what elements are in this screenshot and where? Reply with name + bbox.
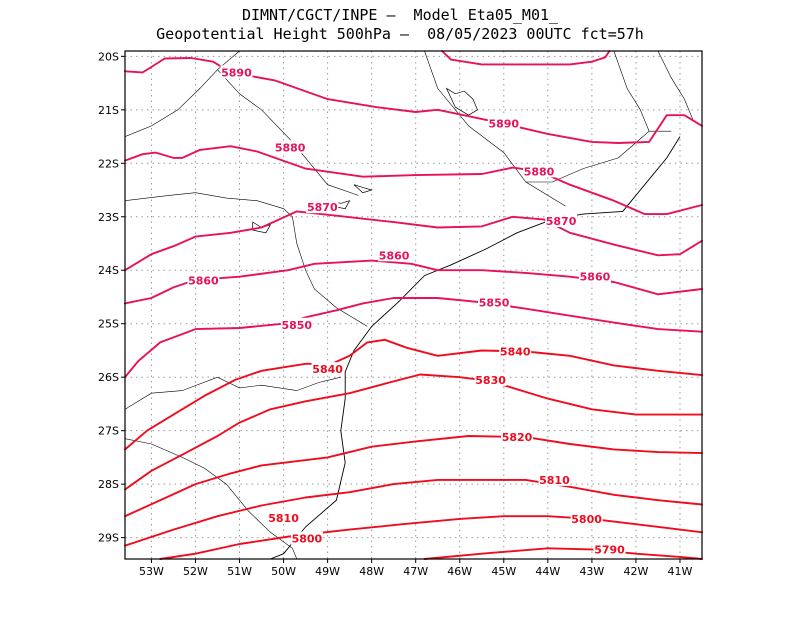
x-tick-label-7: 46W xyxy=(447,565,472,578)
contour-label-5860-1: 5860 xyxy=(379,249,410,262)
y-tick-label-8: 28S xyxy=(98,478,119,491)
contour-5890 xyxy=(124,57,703,144)
contour-label-bg-5890-0 xyxy=(220,65,253,79)
contour-5850 xyxy=(124,297,703,379)
contour-label-5810-0: 5810 xyxy=(268,512,299,525)
contour-label-bg-5820-0 xyxy=(501,430,534,444)
state-border-2 xyxy=(124,192,368,327)
x-tick-label-4: 49W xyxy=(315,565,340,578)
state-border-8 xyxy=(525,130,650,183)
x-tick-label-6: 47W xyxy=(403,565,428,578)
y-tick-label-5: 25S xyxy=(98,318,119,331)
x-tick-label-12: 41W xyxy=(668,565,693,578)
y-tick-label-7: 27S xyxy=(98,425,119,438)
x-tick-label-11: 42W xyxy=(623,565,648,578)
contour-label-bg-5810-1 xyxy=(538,472,571,486)
state-border-7 xyxy=(657,50,694,121)
reservoir-outline-3 xyxy=(353,184,373,194)
x-tick-label-1: 52W xyxy=(183,565,208,578)
contour-label-5850-0: 5850 xyxy=(281,319,312,332)
state-border-6 xyxy=(613,50,672,132)
contour-label-bg-5880-0 xyxy=(274,140,307,154)
contour-5880 xyxy=(124,145,703,216)
contour-label-bg-5850-0 xyxy=(280,317,313,331)
coastline xyxy=(270,136,681,560)
contour-5820 xyxy=(124,435,703,518)
contour-label-bg-5880-1 xyxy=(523,164,556,178)
y-tick-label-4: 24S xyxy=(98,264,119,277)
contour-label-5850-1: 5850 xyxy=(479,296,510,309)
x-tick-label-2: 51W xyxy=(227,565,252,578)
y-tick-label-9: 29S xyxy=(98,532,119,545)
title-line-2: Geopotential Height 500hPa – 08/05/2023 … xyxy=(156,25,644,43)
contour-5900 xyxy=(441,50,611,66)
contour-label-bg-5830-0 xyxy=(474,372,507,386)
contour-label-5890-0: 5890 xyxy=(221,66,252,79)
contour-label-5840-0: 5840 xyxy=(312,363,343,376)
contour-label-5880-0: 5880 xyxy=(275,141,306,154)
grid-lines xyxy=(125,51,702,559)
contour-labels: 5890 5890 5880 5880 5870 5870 5860 5860 5860 5850… xyxy=(187,65,626,556)
contour-label-bg-5870-0 xyxy=(306,200,339,214)
contour-label-5870-0: 5870 xyxy=(307,201,338,214)
contour-label-5820-0: 5820 xyxy=(502,431,533,444)
contour-label-5800-1: 5800 xyxy=(571,513,602,526)
contour-label-bg-5810-0 xyxy=(267,510,300,524)
contour-label-5840-1: 5840 xyxy=(500,346,531,359)
contour-label-bg-5890-1 xyxy=(487,116,520,130)
contour-label-bg-5790-0 xyxy=(593,542,626,556)
contour-5840 xyxy=(124,338,703,451)
x-tick-label-5: 48W xyxy=(359,565,384,578)
state-border-0 xyxy=(124,50,240,137)
y-tick-label-6: 26S xyxy=(98,371,119,384)
contour-label-5800-0: 5800 xyxy=(292,533,323,546)
x-tick-label-9: 44W xyxy=(535,565,560,578)
contour-label-5890-1: 5890 xyxy=(488,118,519,131)
reservoir-outline-0 xyxy=(445,87,478,116)
contour-label-bg-5870-1 xyxy=(545,214,578,228)
contour-label-bg-5840-0 xyxy=(311,362,344,376)
x-tick-label-3: 50W xyxy=(271,565,296,578)
y-tick-label-3: 23S xyxy=(98,211,119,224)
contour-5830 xyxy=(124,373,703,491)
contour-label-bg-5800-0 xyxy=(290,531,323,545)
axis-ticks: 53W 52W 51W 50W 49W 48W 47W 46W 45W 44W 43W 42W 41W 2… xyxy=(98,50,693,578)
x-tick-label-0: 53W xyxy=(139,565,164,578)
contour-label-5870-1: 5870 xyxy=(546,215,577,228)
map-frame xyxy=(124,50,703,560)
x-tick-label-8: 45W xyxy=(491,565,516,578)
contour-label-bg-5860-2 xyxy=(578,269,611,283)
y-tick-label-0: 20S xyxy=(98,50,119,63)
title-line-1: DIMNT/CGCT/INPE – Model Eta05_M01_ xyxy=(241,6,559,24)
x-tick-label-10: 43W xyxy=(579,565,604,578)
contour-label-bg-5860-0 xyxy=(187,273,220,287)
contour-label-bg-5840-1 xyxy=(499,344,532,358)
contour-label-5860-0: 5860 xyxy=(188,274,219,287)
contours xyxy=(124,50,703,560)
contour-label-bg-5800-1 xyxy=(570,511,603,525)
contour-5790 xyxy=(423,547,703,560)
state-border-1 xyxy=(217,69,359,196)
contour-5800 xyxy=(159,515,703,560)
contour-label-5830-0: 5830 xyxy=(475,374,506,387)
contour-label-bg-5860-1 xyxy=(378,248,411,262)
contour-label-5790-0: 5790 xyxy=(594,543,625,556)
contour-label-bg-5850-1 xyxy=(478,295,511,309)
contour-label-5860-2: 5860 xyxy=(580,271,611,284)
contour-label-5810-1: 5810 xyxy=(539,474,570,487)
state-border-3 xyxy=(124,376,341,410)
contour-label-5880-1: 5880 xyxy=(524,165,555,178)
contour-5810 xyxy=(124,478,703,547)
contour-5870 xyxy=(124,210,703,272)
y-tick-label-2: 22S xyxy=(98,157,119,170)
y-tick-label-1: 21S xyxy=(98,104,119,117)
state-border-5 xyxy=(424,50,566,207)
state-border-4 xyxy=(124,438,298,560)
